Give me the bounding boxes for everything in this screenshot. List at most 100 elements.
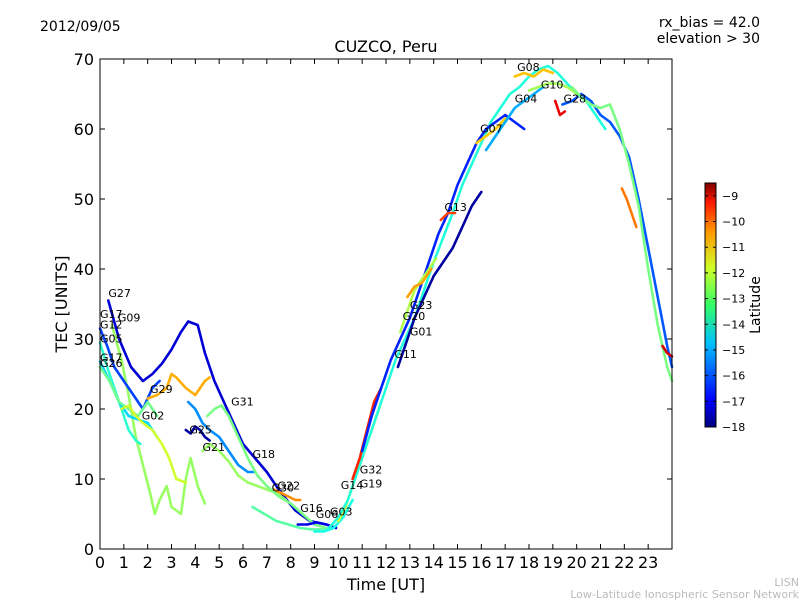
- series-line-g28d: [620, 187, 638, 229]
- series-line-g28c: [553, 99, 567, 117]
- series-line-g08: [513, 68, 555, 78]
- colorbar-tick-label: −17: [722, 395, 745, 408]
- y-tick-label: 30: [74, 330, 94, 349]
- series-line-g28e: [661, 344, 674, 358]
- series-line-g27: [107, 299, 328, 526]
- y-axis-label: TEC [UNITS]: [52, 256, 71, 354]
- colorbar-tick-label: −11: [722, 241, 745, 254]
- satellite-labels: G27G17G09G12G05G17G26G29G02G25G21G31G18G…: [100, 61, 586, 521]
- x-tick-label: 10: [328, 553, 348, 572]
- satellite-label: G25: [189, 424, 212, 437]
- series-line-g02: [120, 404, 188, 484]
- series-line-g31: [186, 400, 257, 474]
- colorbar-label: Latitude: [748, 276, 764, 334]
- series-line-g13: [439, 211, 457, 222]
- series-line-g19: [327, 64, 607, 530]
- series-line-g25: [184, 425, 211, 442]
- x-tick-label: 4: [190, 553, 200, 572]
- satellite-label: G09: [118, 312, 141, 325]
- x-tick-label: 16: [471, 553, 491, 572]
- satellite-label: G04: [515, 92, 538, 105]
- satellite-label: G17: [100, 351, 123, 364]
- x-tick-label: 23: [638, 553, 658, 572]
- series-line-g12: [98, 327, 161, 411]
- x-tick-label: 7: [262, 553, 272, 572]
- satellite-label: G31: [231, 396, 254, 409]
- satellite-label: G14: [341, 479, 364, 492]
- colorbar-tick-label: −13: [722, 293, 745, 306]
- satellite-label: G17: [100, 308, 123, 321]
- satellite-label: G02: [142, 410, 165, 423]
- x-tick-label: 0: [95, 553, 105, 572]
- satellite-label: G01: [410, 326, 433, 339]
- colorbar-ticks: −9 −10 −11 −12 −13 −14 −15 −16 −17 −18: [705, 190, 745, 434]
- y-tick-label: 40: [74, 260, 94, 279]
- series-line-g23: [406, 267, 433, 299]
- series-line-g10: [527, 82, 578, 96]
- x-tick-label: 8: [286, 553, 296, 572]
- satellite-label: G32: [360, 463, 383, 476]
- series-line-g26: [98, 365, 159, 418]
- series-line-g18: [206, 404, 328, 530]
- colorbar-tick-label: −18: [722, 421, 745, 434]
- satellite-label: G22: [278, 480, 301, 493]
- x-tick-label: 14: [423, 553, 443, 572]
- y-tick-label: 10: [74, 470, 94, 489]
- x-tick-label: 9: [309, 553, 319, 572]
- satellite-label: G26: [100, 357, 123, 370]
- satellite-label: G10: [541, 78, 564, 91]
- x-tick-label: 20: [566, 553, 586, 572]
- colorbar-tick-label: −10: [722, 216, 745, 229]
- series-line-g11: [360, 113, 526, 453]
- satellite-label: G20: [403, 310, 426, 323]
- x-tick-label: 13: [400, 553, 420, 572]
- series-line-g22: [272, 488, 302, 502]
- series-line-g16: [251, 505, 338, 531]
- y-tick-label: 70: [74, 50, 94, 69]
- satellite-label: G27: [108, 287, 131, 300]
- series-line-g28: [561, 92, 674, 369]
- series-line-g04: [484, 85, 545, 152]
- x-tick-label: 1: [119, 553, 129, 572]
- lisn-credit: LISN: [774, 576, 799, 589]
- x-tick-label: 2: [143, 553, 153, 572]
- y-tick-label: 60: [74, 120, 94, 139]
- axis-tick-labels: 0 1 2 3 4 5 6 7 8 9 10 11 12 13 14 15 16 17 18 19 20 21 22 2301…: [74, 50, 659, 572]
- satellite-label: G03: [330, 505, 353, 518]
- satellite-label: G18: [253, 448, 276, 461]
- y-tick-label: 0: [84, 540, 94, 559]
- rx-bias-label: rx_bias = 42.0: [659, 15, 760, 31]
- satellite-label: G19: [360, 477, 383, 490]
- chart-title: CUZCO, Peru: [334, 37, 437, 56]
- colorbar-tick-label: −16: [722, 370, 745, 383]
- x-tick-label: 3: [166, 553, 176, 572]
- x-tick-label: 19: [543, 553, 563, 572]
- series-line-g03: [313, 498, 354, 533]
- plot-area: [100, 59, 672, 549]
- series-line-g29: [146, 372, 211, 400]
- y-tick-label: 20: [74, 400, 94, 419]
- network-credit: Low-Latitude Ionospheric Sensor Network: [570, 588, 799, 600]
- x-tick-label: 21: [590, 553, 610, 572]
- colorbar: [704, 182, 717, 428]
- x-tick-label: 11: [352, 553, 372, 572]
- x-tick-label: 6: [238, 553, 248, 572]
- x-tick-label: 12: [376, 553, 396, 572]
- satellite-label: G23: [410, 299, 433, 312]
- satellite-label: G29: [150, 383, 173, 396]
- plot-frame: [99, 58, 673, 550]
- date-label: 2012/09/05: [40, 19, 121, 35]
- axis-ticks: [99, 58, 672, 550]
- elevation-label: elevation > 30: [657, 31, 760, 47]
- colorbar-tick-label: −9: [722, 190, 738, 203]
- satellite-label: G28: [564, 92, 587, 105]
- satellite-label: G06: [316, 508, 339, 521]
- x-tick-label: 15: [447, 553, 467, 572]
- x-axis-label: Time [UT]: [346, 575, 425, 594]
- satellite-label: G08: [517, 61, 540, 74]
- series-layer: [98, 64, 674, 533]
- x-tick-label: 17: [495, 553, 515, 572]
- satellite-label: G16: [300, 502, 323, 515]
- series-line-g28b: [570, 85, 674, 383]
